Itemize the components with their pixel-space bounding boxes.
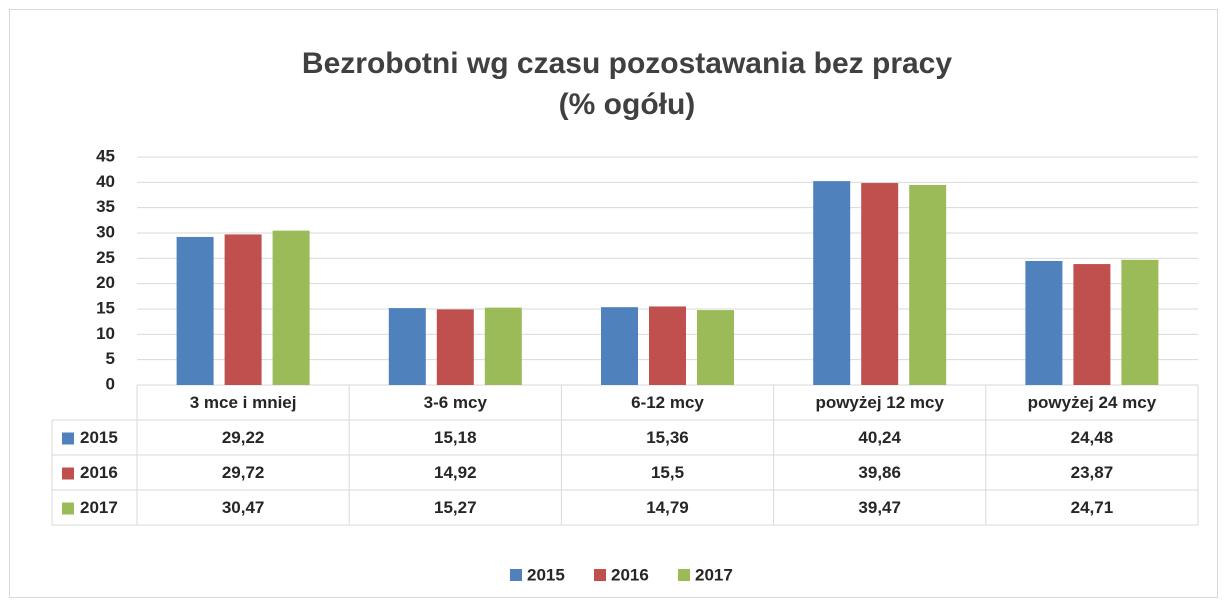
x-tick-label: powyżej 12 mcy — [815, 393, 944, 412]
table-cell: 39,47 — [858, 498, 901, 517]
table-cell: 14,92 — [434, 463, 477, 482]
table-cell: 24,71 — [1071, 498, 1114, 517]
x-tick-label: 3 mce i mniej — [190, 393, 297, 412]
table-series-name: 2016 — [80, 463, 118, 482]
legend-label: 2017 — [695, 565, 733, 584]
legend-key — [510, 569, 522, 581]
bar — [1121, 259, 1159, 385]
table-cell: 29,22 — [222, 428, 265, 447]
chart-title: (% ogółu) — [559, 88, 696, 121]
table-cell: 15,27 — [434, 498, 477, 517]
bar — [176, 236, 214, 385]
y-tick-label: 40 — [96, 172, 115, 191]
table-cell: 15,36 — [646, 428, 689, 447]
table-cell: 15,5 — [651, 463, 684, 482]
table-series-name: 2017 — [80, 498, 118, 517]
bar — [861, 183, 899, 385]
legend-key — [678, 569, 690, 581]
y-tick-label: 35 — [96, 197, 115, 216]
table-cell: 30,47 — [222, 498, 265, 517]
table-cell: 40,24 — [858, 428, 901, 447]
bar — [436, 309, 474, 385]
bar — [1025, 260, 1063, 385]
table-cell: 23,87 — [1071, 463, 1114, 482]
table-legend-key — [62, 432, 74, 445]
bar — [224, 234, 262, 385]
legend-label: 2016 — [611, 565, 649, 584]
bar — [484, 307, 522, 385]
bar — [813, 181, 851, 385]
table-cell: 15,18 — [434, 428, 477, 447]
legend-key — [594, 569, 606, 581]
table-legend-key — [62, 467, 74, 480]
bar — [272, 230, 310, 385]
y-tick-label: 30 — [96, 222, 115, 241]
y-tick-label: 20 — [96, 273, 115, 292]
table-series-name: 2015 — [80, 428, 118, 447]
y-tick-label: 5 — [106, 349, 115, 368]
table-cell: 24,48 — [1071, 428, 1114, 447]
table-legend-key — [62, 502, 74, 515]
legend-label: 2015 — [527, 565, 565, 584]
table-cell: 39,86 — [858, 463, 901, 482]
bar — [601, 307, 638, 385]
y-tick-label: 45 — [96, 146, 115, 165]
table-cell: 14,79 — [646, 498, 689, 517]
bar — [388, 308, 426, 385]
bar — [697, 310, 734, 385]
y-tick-label: 10 — [96, 324, 115, 343]
table-cell: 29,72 — [222, 463, 265, 482]
y-tick-label: 25 — [96, 248, 115, 267]
y-tick-label: 15 — [96, 298, 115, 317]
x-tick-label: 3-6 mcy — [424, 393, 488, 412]
y-tick-label: 0 — [106, 374, 115, 393]
chart-title: Bezrobotni wg czasu pozostawania bez pra… — [302, 47, 952, 80]
x-tick-label: powyżej 24 mcy — [1028, 393, 1157, 412]
bar — [909, 185, 947, 385]
x-tick-label: 6-12 mcy — [631, 393, 704, 412]
bar — [1073, 264, 1111, 385]
bar — [649, 306, 686, 385]
